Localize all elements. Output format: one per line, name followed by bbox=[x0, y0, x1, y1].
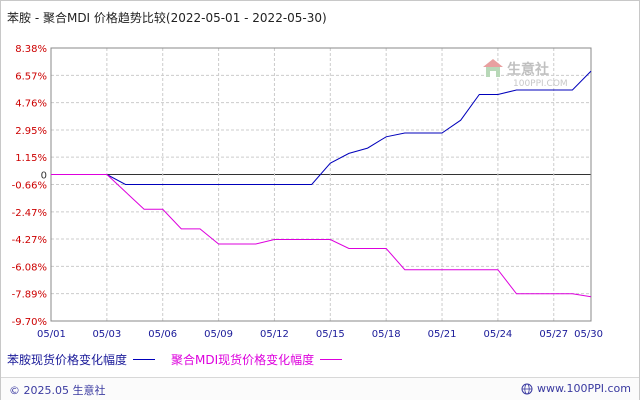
x-tick-label: 05/01 bbox=[37, 329, 66, 340]
plot-border bbox=[50, 47, 592, 322]
y-tick-label: 8.38% bbox=[15, 44, 47, 55]
watermark: 生意社 100PPI.COM bbox=[483, 59, 568, 89]
x-tick-label: 05/03 bbox=[92, 329, 121, 340]
footer-site-text: www.100PPI.com bbox=[537, 382, 631, 395]
series-layer bbox=[51, 70, 592, 298]
x-tick-label: 05/15 bbox=[316, 329, 345, 340]
footer-site-link[interactable]: www.100PPI.com bbox=[521, 382, 631, 395]
x-tick-label: 05/09 bbox=[204, 329, 233, 340]
y-tick-label: 6.57% bbox=[15, 71, 47, 82]
legend-item-series-2: 聚合MDI现货价格变化幅度 bbox=[171, 351, 343, 368]
x-tick-label: 05/06 bbox=[148, 329, 177, 340]
y-tick-label: 0 bbox=[41, 171, 47, 182]
legend-swatch-series-1 bbox=[133, 359, 156, 360]
series-line-2 bbox=[51, 174, 592, 298]
y-tick-label: -4.27% bbox=[12, 235, 47, 246]
y-tick-label: 1.15% bbox=[15, 153, 47, 164]
y-tick-label: -0.66% bbox=[12, 181, 47, 192]
y-tick-label: -7.89% bbox=[12, 290, 47, 301]
y-axis-ticks: 8.38% 6.57% 4.76% 2.95% 1.15% 0-0.66% -2.47% -4… bbox=[12, 44, 47, 328]
legend-item-series-1: 苯胺现货价格变化幅度 bbox=[7, 351, 156, 368]
y-tick-label: -9.70% bbox=[12, 317, 47, 328]
y-tick-label: -6.08% bbox=[12, 262, 47, 273]
legend-label-series-1: 苯胺现货价格变化幅度 bbox=[7, 353, 128, 367]
y-tick-label: 4.76% bbox=[15, 99, 47, 110]
legend: 苯胺现货价格变化幅度 聚合MDI现货价格变化幅度 bbox=[7, 351, 358, 368]
x-tick-label: 05/18 bbox=[372, 329, 401, 340]
legend-swatch-series-2 bbox=[320, 359, 343, 360]
watermark-name: 生意社 bbox=[507, 61, 549, 78]
footer-copyright: © 2025.05 生意社 bbox=[9, 384, 106, 397]
x-axis-ticks: 05/01 05/03 05/06 05/09 05/12 05/15 05/18 05/21… bbox=[37, 329, 603, 340]
watermark-url: 100PPI.COM bbox=[513, 79, 568, 89]
y-tick-label: -2.47% bbox=[12, 208, 47, 219]
x-tick-label: 05/24 bbox=[483, 329, 512, 340]
legend-label-series-2: 聚合MDI现货价格变化幅度 bbox=[171, 353, 315, 367]
x-tick-label: 05/30 bbox=[574, 329, 603, 340]
y-tick-label: 2.95% bbox=[15, 126, 47, 137]
watermark-logo-icon bbox=[483, 59, 503, 77]
x-tick-label: 05/12 bbox=[260, 329, 289, 340]
footer-bar: © 2025.05 生意社 www.100PPI.com bbox=[1, 377, 639, 400]
series-line-1 bbox=[51, 70, 592, 185]
chart-title: 苯胺 - 聚合MDI 价格趋势比较(2022-05-01 - 2022-05-3… bbox=[7, 11, 327, 25]
x-tick-label: 05/21 bbox=[428, 329, 457, 340]
x-tick-label: 05/27 bbox=[539, 329, 568, 340]
globe-icon bbox=[521, 383, 533, 394]
